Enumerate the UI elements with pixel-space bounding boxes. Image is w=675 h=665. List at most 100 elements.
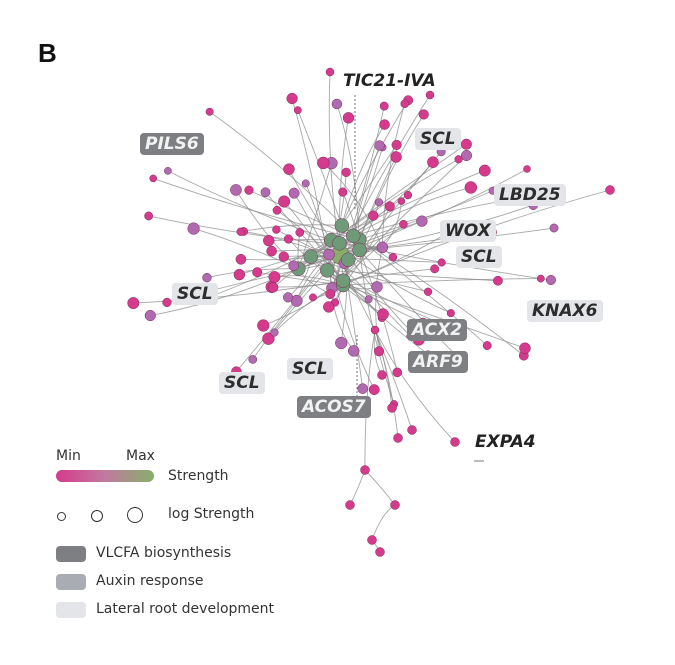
network-node xyxy=(236,227,245,236)
network-edge xyxy=(341,144,397,226)
network-node xyxy=(418,109,429,120)
network-node xyxy=(549,223,559,233)
network-node xyxy=(335,336,348,350)
network-node xyxy=(278,195,291,208)
network-edge xyxy=(148,215,383,248)
network-node xyxy=(301,179,310,188)
label-wox: WOX xyxy=(440,220,496,242)
network-edge xyxy=(349,469,366,506)
network-node xyxy=(423,287,433,296)
network-node xyxy=(278,251,289,262)
network-edge xyxy=(248,189,360,240)
network-node xyxy=(384,201,395,212)
network-node xyxy=(164,167,172,175)
network-node xyxy=(375,547,385,557)
network-node xyxy=(272,205,282,215)
network-node xyxy=(323,248,335,261)
network-node xyxy=(364,295,373,304)
size-circle-large xyxy=(127,507,143,523)
network-node xyxy=(379,119,390,130)
network-node xyxy=(205,107,214,116)
label-tic21-iva: TIC21-IVA xyxy=(343,71,436,91)
network-node xyxy=(397,197,406,205)
size-circle-small xyxy=(57,512,66,521)
network-node xyxy=(282,292,294,303)
network-edge xyxy=(343,268,435,282)
network-node xyxy=(482,341,492,351)
network-edge xyxy=(297,163,332,269)
network-node xyxy=(187,222,200,235)
network-node xyxy=(293,106,302,115)
network-node xyxy=(430,264,440,274)
label-scl-top: SCL xyxy=(415,128,461,150)
network-edge xyxy=(343,278,541,286)
label-expa4: EXPA4 xyxy=(475,432,536,452)
network-node xyxy=(317,156,330,170)
network-edge xyxy=(288,168,332,241)
network-node xyxy=(523,165,531,173)
network-node xyxy=(162,297,172,308)
network-node xyxy=(545,274,556,286)
network-node xyxy=(437,258,446,267)
network-node xyxy=(266,245,277,257)
network-node xyxy=(144,310,156,322)
network-node xyxy=(325,67,335,77)
network-node xyxy=(352,242,367,258)
network-node xyxy=(357,383,368,394)
network-edge xyxy=(364,469,396,506)
network-node xyxy=(341,167,351,177)
network-node xyxy=(334,218,350,233)
legend-category-vlcfa: VLCFA biosynthesis xyxy=(96,545,232,561)
network-node xyxy=(262,332,275,345)
network-node xyxy=(347,345,360,357)
network-node xyxy=(377,370,387,380)
label-scl-bottom-mid: SCL xyxy=(287,358,333,380)
network-node xyxy=(427,156,439,168)
strength-gradient-bar xyxy=(56,470,154,482)
network-node xyxy=(235,253,247,265)
network-edge xyxy=(341,100,409,226)
network-node xyxy=(374,140,385,151)
legend-max-label: Max xyxy=(126,448,155,464)
label-acos7: ACOS7 xyxy=(297,396,371,418)
network-node xyxy=(478,164,491,177)
label-knax6: KNAX6 xyxy=(527,300,603,322)
network-node xyxy=(260,187,271,198)
network-node xyxy=(460,138,472,150)
network-node xyxy=(360,465,370,475)
network-node xyxy=(320,263,335,278)
label-pils6: PILS6 xyxy=(140,133,204,155)
network-node xyxy=(257,319,270,332)
network-node xyxy=(391,139,402,150)
network-node xyxy=(388,253,398,262)
network-node xyxy=(127,297,140,310)
label-arf9: ARF9 xyxy=(408,351,468,373)
legend-category-auxin: Auxin response xyxy=(96,573,204,589)
network-node xyxy=(403,191,413,200)
network-node xyxy=(374,198,384,207)
network-node xyxy=(345,500,355,510)
network-node xyxy=(335,273,351,289)
network-node xyxy=(400,99,410,109)
label-lbd25: LBD25 xyxy=(494,184,566,206)
network-edge xyxy=(359,190,493,240)
network-edge xyxy=(305,183,330,255)
legend-category-lateral-root: Lateral root development xyxy=(96,601,275,617)
network-node xyxy=(149,174,158,183)
network-node xyxy=(390,500,400,510)
network-node xyxy=(374,346,385,357)
network-node xyxy=(341,252,356,267)
network-node xyxy=(272,225,281,234)
network-edge xyxy=(206,268,299,279)
network-edge xyxy=(265,191,344,282)
network-edge xyxy=(358,114,425,240)
network-node xyxy=(338,187,348,197)
swatch-vlcfa xyxy=(56,546,86,562)
network-node xyxy=(323,301,335,313)
network-edge xyxy=(193,228,299,270)
network-node xyxy=(519,342,531,354)
network-node xyxy=(399,219,408,229)
network-node xyxy=(288,260,299,272)
network-node xyxy=(446,309,455,318)
